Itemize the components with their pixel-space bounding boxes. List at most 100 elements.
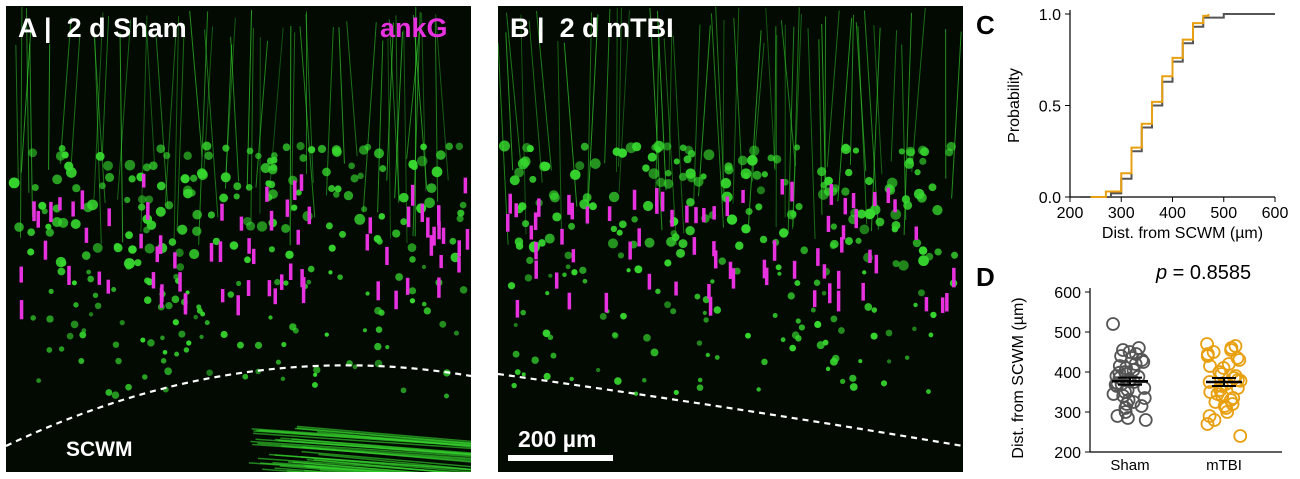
ankg-segment (49, 201, 53, 223)
ankg-segment (437, 205, 441, 225)
fiber (301, 450, 471, 468)
ankg-segment (924, 297, 929, 312)
neuron (144, 243, 155, 254)
data-point (1120, 411, 1135, 425)
dendrite (775, 35, 778, 228)
ankg-segment (151, 272, 156, 289)
dendrite (818, 39, 823, 215)
x-tick-label: 200 (1057, 205, 1084, 222)
neuron (650, 348, 659, 357)
neuron (549, 192, 560, 203)
neuron (714, 355, 720, 360)
neuron (322, 167, 331, 177)
neuron (642, 164, 650, 172)
dendrite (586, 14, 599, 222)
ankg-segment (173, 252, 177, 269)
dendrite (119, 32, 124, 243)
ankg-segment (604, 292, 609, 313)
dendrite (911, 7, 926, 172)
neuron (271, 152, 278, 159)
neuron (156, 144, 166, 154)
neuron (343, 190, 354, 201)
neuron (772, 154, 782, 164)
ankg-segment (780, 179, 785, 195)
data-point (1207, 413, 1222, 427)
dendrite (826, 10, 840, 167)
neuron (919, 157, 927, 165)
neuron (718, 257, 727, 265)
fiber (255, 438, 471, 455)
neuron (513, 323, 518, 328)
neuron (207, 211, 215, 219)
dendrite (338, 27, 345, 164)
neuron (146, 278, 154, 286)
ankg-marker-label: ankG (380, 13, 448, 43)
dendrite (101, 16, 110, 161)
dendrite (146, 33, 156, 169)
ankg-segment (299, 174, 304, 191)
neuron (27, 228, 36, 237)
neuron (70, 320, 79, 329)
neuron (726, 214, 738, 225)
neuron (31, 184, 39, 192)
ankg-segment (828, 283, 832, 304)
dendrite (25, 8, 30, 193)
neuron (324, 332, 329, 337)
neuron (544, 233, 555, 244)
neuron (400, 218, 408, 226)
y-tick-label: 0.5 (1039, 99, 1061, 116)
x-tick-label: 300 (1108, 205, 1135, 222)
neuron (912, 238, 922, 248)
neuron (747, 155, 758, 166)
neuron (696, 340, 703, 346)
neuron (339, 230, 346, 238)
ankg-segment (368, 217, 373, 234)
ankg-segment (141, 173, 146, 188)
ankg-segment (692, 237, 697, 255)
neuron (148, 161, 158, 171)
y-tick-label: 400 (1054, 365, 1081, 382)
neuron (703, 317, 709, 323)
neuron (296, 142, 305, 151)
neuron (119, 319, 125, 326)
neuron (905, 146, 916, 157)
neuron (772, 312, 778, 318)
neuron (856, 209, 867, 219)
neuron (365, 291, 370, 296)
ankg-segment (307, 206, 312, 225)
neuron (913, 302, 918, 308)
ankg-segment (647, 273, 652, 290)
neuron (317, 144, 327, 154)
y-tick-label: 200 (1054, 445, 1081, 462)
neuron (183, 347, 190, 353)
neuron (858, 359, 863, 364)
ankg-segment (868, 249, 872, 264)
neuron (147, 339, 155, 347)
ankg-segment (836, 270, 841, 289)
ankg-segment (265, 186, 269, 202)
neuron (113, 242, 121, 250)
neuron (906, 157, 914, 165)
neuron (219, 193, 229, 203)
neuron (378, 213, 386, 220)
neuron (562, 272, 567, 278)
neuron (233, 182, 242, 191)
ankg-segment (273, 288, 278, 305)
ankg-segment (67, 265, 71, 285)
fiber (287, 461, 421, 472)
neuron (710, 279, 715, 284)
neuron (885, 329, 893, 337)
neuron (242, 373, 249, 380)
neuron (511, 382, 517, 389)
neuron (569, 376, 574, 382)
neuron (71, 280, 77, 286)
ankg-segment (713, 250, 718, 269)
y-axis-label: Dist. from SCWM (µm) (1010, 297, 1027, 458)
neuron (599, 313, 607, 320)
ankg-segment (155, 246, 160, 263)
neuron (745, 207, 753, 216)
neuron (787, 292, 795, 300)
y-tick-label: 300 (1054, 405, 1081, 422)
neuron (375, 326, 383, 333)
ankg-segment (437, 277, 441, 298)
